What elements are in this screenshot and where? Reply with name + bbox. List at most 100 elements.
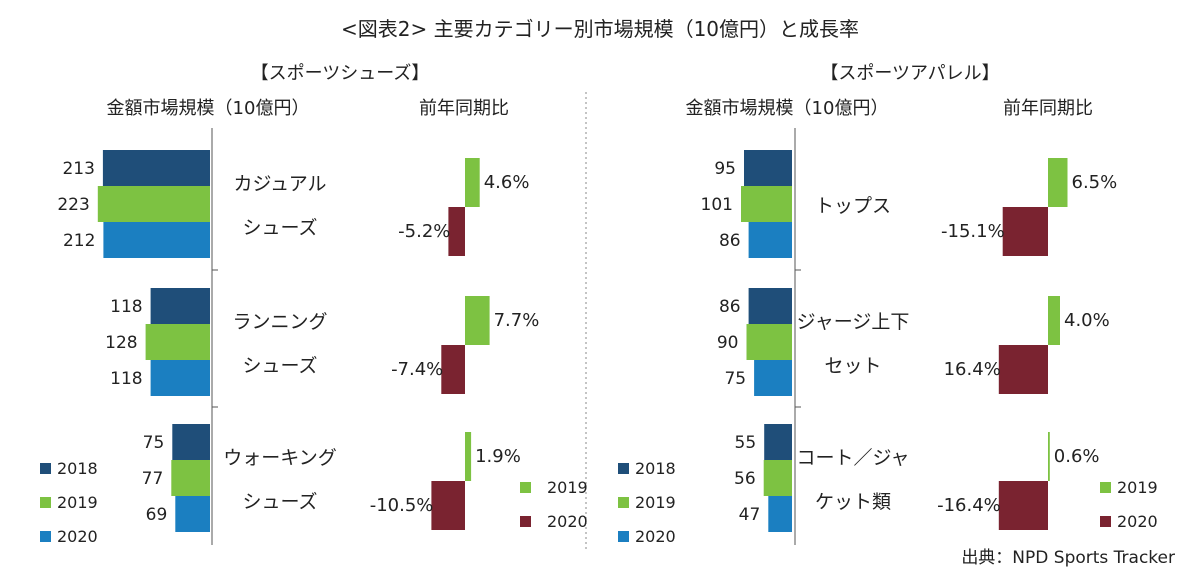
market-bar-2019 [171,460,210,496]
market-value-label: 90 [717,333,739,353]
legend-swatch-2019 [40,497,51,508]
legend-label: 2020 [57,527,98,546]
growth-value-label: -10.5% [370,495,434,516]
legend-label: 2019 [57,493,98,512]
growth-header: 前年同期比 [1003,98,1093,119]
market-value-label: 118 [110,297,142,317]
growth-legend-swatch-2020 [1100,516,1111,527]
growth-value-label: 1.9% [475,446,521,467]
market-value-label: 213 [62,159,94,179]
legend-swatch-2020 [618,531,629,542]
growth-legend-label: 2019 [1117,478,1158,497]
market-bar-2020 [175,496,210,532]
market-value-label: 128 [105,333,137,353]
legend-swatch-2020 [40,531,51,542]
market-bar-2019 [746,324,792,360]
growth-bar-2020 [998,345,1048,394]
market-bar-2020 [748,222,792,258]
growth-value-label: 4.6% [484,172,530,193]
legend-label: 2018 [57,459,98,478]
market-bar-2018 [748,288,792,324]
growth-bar-2019 [465,432,472,481]
market-value-label: 212 [63,231,95,251]
growth-legend-label: 2019 [547,478,588,497]
market-value-label: 75 [724,369,746,389]
growth-value-label: 0.6% [1054,446,1100,467]
category-label: シューズ [242,355,317,377]
source-note: 出典：NPD Sports Tracker [961,548,1175,568]
market-bar-2020 [754,360,792,396]
panel-title: 【スポーツシューズ】 [251,63,430,84]
panel-1: 【スポーツシューズ】金額市場規模（10億円） 前年同期比 213 223 212 カジュア… [40,63,588,546]
growth-bar-2019 [1048,296,1060,345]
market-bar-2019 [741,186,792,222]
chart-title: <図表2> 主要カテゴリー別市場規模（10億円）と成長率 [341,17,859,41]
growth-value-label: -7.4% [391,359,443,380]
growth-legend-swatch-2020 [520,516,531,527]
growth-bar-2019 [465,296,490,345]
category-label: セット [824,355,881,377]
market-size-header: 金額市場規模（10億円） [686,98,889,119]
panel-title: 【スポーツアパレル】 [820,63,999,84]
market-bar-2018 [150,288,210,324]
category-label: コート／ジャ [796,447,909,469]
market-value-label: 95 [714,159,736,179]
growth-value-label: 6.5% [1072,172,1118,193]
category-label: カジュアル [233,173,326,195]
legend-label: 2018 [635,459,676,478]
growth-legend-label: 2020 [547,512,588,531]
growth-value-label: -15.1% [941,221,1005,242]
growth-header: 前年同期比 [419,98,509,119]
market-bar-2020 [103,222,210,258]
market-value-label: 47 [739,505,761,525]
market-value-label: 56 [734,469,756,489]
market-bar-2018 [744,150,792,186]
growth-value-label: -16.4% [937,495,1001,516]
market-value-label: 69 [146,505,168,525]
panel-2: 【スポーツアパレル】金額市場規模（10億円） 前年同期比 95 101 86 トップス 6.… [618,63,1158,546]
category-label: ウォーキング [223,447,336,469]
market-bar-2020 [768,496,792,532]
growth-legend-swatch-2019 [1100,482,1111,493]
market-value-label: 86 [719,297,741,317]
market-bar-2020 [150,360,210,396]
legend-swatch-2018 [618,463,629,474]
growth-bar-2020 [441,345,465,394]
category-label: シューズ [242,491,317,513]
legend-label: 2019 [635,493,676,512]
category-label: ケット類 [815,491,891,513]
market-size-header: 金額市場規模（10億円） [107,98,310,119]
category-label: ジャージ上下 [797,311,910,333]
growth-bar-2019 [1048,158,1068,207]
market-value-label: 223 [57,195,89,215]
growth-bar-2019 [465,158,480,207]
category-label: ランニング [232,311,327,333]
legend-swatch-2018 [40,463,51,474]
market-bar-2019 [763,460,792,496]
growth-value-label: 16.4% [944,359,1001,380]
growth-legend-swatch-2019 [520,482,531,493]
growth-bar-2020 [448,207,465,256]
growth-legend-label: 2020 [1117,512,1158,531]
market-value-label: 101 [701,195,733,215]
category-label: トップス [815,195,891,217]
growth-bar-2020 [431,481,465,530]
market-value-label: 86 [719,231,741,251]
growth-value-label: -5.2% [398,221,450,242]
growth-bar-2020 [998,481,1048,530]
legend-swatch-2019 [618,497,629,508]
growth-bar-2020 [1002,207,1048,256]
legend-label: 2020 [635,527,676,546]
growth-bar-2019 [1048,432,1050,481]
market-value-label: 55 [735,433,757,453]
market-value-label: 77 [142,469,164,489]
growth-value-label: 7.7% [494,310,540,331]
market-bar-2018 [102,150,210,186]
market-bar-2019 [145,324,210,360]
market-value-label: 118 [110,369,142,389]
market-value-label: 75 [143,433,165,453]
market-bar-2019 [97,186,210,222]
market-bar-2018 [764,424,792,460]
growth-value-label: 4.0% [1064,310,1110,331]
